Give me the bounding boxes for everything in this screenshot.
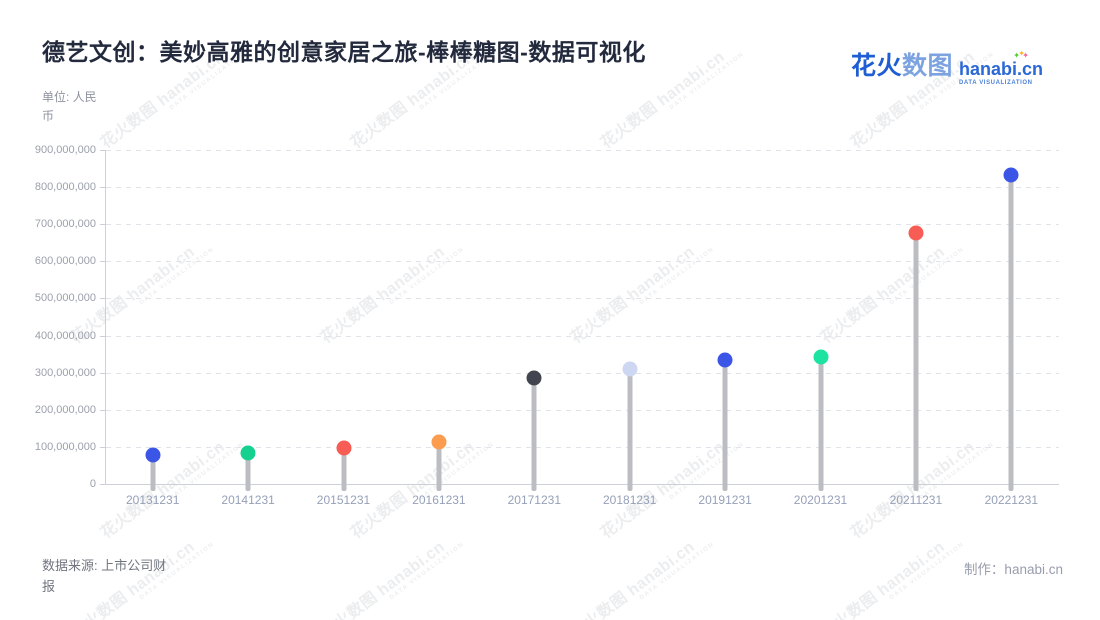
y-axis-label: 300,000,000 (34, 366, 96, 379)
lollipop-stem (818, 357, 823, 491)
x-axis-label: 20201231 (793, 493, 848, 507)
y-axis-label: 400,000,000 (34, 329, 96, 342)
x-axis-label: 20171231 (507, 493, 561, 507)
lollipop-stem (436, 441, 442, 491)
lollipop-dot[interactable] (717, 352, 733, 368)
x-axis-label: 20221231 (984, 493, 1038, 507)
grid-line (106, 224, 1059, 226)
y-axis-label: 100,000,000 (34, 440, 96, 453)
lollipop-dot[interactable] (526, 370, 542, 386)
logo-brand-cn-secondary: 数图 (901, 52, 953, 80)
grid-line (106, 372, 1059, 374)
logo-brand-cn: 花火数图 (851, 52, 953, 81)
x-axis-label: 20161231 (412, 493, 466, 507)
hanabi-logo[interactable]: 花火数图 ✦ hanabi.cn DATA VISUALIZATION (851, 49, 1043, 86)
x-axis-label: 20151231 (316, 493, 371, 507)
logo-brand-en: hanabi.cn (958, 59, 1043, 79)
lollipop-stem (150, 455, 156, 491)
y-axis-tick (100, 446, 105, 448)
credit-label: 制作：hanabi.cn (963, 562, 1063, 577)
lollipop-stem (531, 378, 537, 491)
y-axis-tick (100, 150, 105, 151)
page-title: 德艺文创：美妙高雅的创意家居之旅-棒棒糖图-数据可视化 (42, 39, 646, 65)
y-axis-line (105, 150, 106, 484)
x-axis-label: 20191231 (698, 493, 752, 507)
y-axis-label: 600,000,000 (34, 255, 96, 268)
lollipop-dot[interactable] (813, 349, 828, 365)
x-axis-label: 20131231 (125, 493, 180, 507)
y-axis-tick (100, 409, 105, 411)
y-axis-tick (100, 372, 105, 374)
y-axis-label: 500,000,000 (34, 292, 96, 305)
lollipop-dot[interactable] (145, 447, 161, 463)
firework-sparkle-icon: ✦ (1018, 49, 1025, 58)
lollipop-dot[interactable] (1003, 167, 1019, 183)
data-source-label: 数据来源: 上市公司财报 (42, 558, 167, 594)
lollipop-stem (341, 447, 346, 491)
y-axis-label: 800,000,000 (34, 181, 96, 194)
y-axis-label: 0 (89, 478, 96, 490)
grid-line (106, 261, 1059, 263)
y-axis-tick (100, 298, 105, 300)
lollipop-stem (627, 369, 633, 491)
grid-line (106, 187, 1059, 189)
y-axis-tick (100, 187, 105, 189)
lollipop-dot[interactable] (908, 225, 924, 241)
y-axis-label: 700,000,000 (34, 218, 96, 231)
logo-brand-cn-primary: 花火 (850, 52, 902, 80)
y-axis-label: 900,000,000 (34, 144, 96, 156)
x-axis-label: 20211231 (889, 493, 943, 507)
grid-line (106, 446, 1059, 448)
lollipop-dot[interactable] (622, 361, 638, 377)
y-axis-label: 200,000,000 (34, 403, 96, 416)
x-axis-label: 20181231 (602, 493, 657, 507)
logo-brand-en-block: ✦ hanabi.cn DATA VISUALIZATION (958, 49, 1043, 86)
lollipop-stem (722, 360, 728, 491)
y-axis-tick (100, 224, 105, 226)
unit-label: 单位: 人民币 (42, 90, 97, 123)
lollipop-dot[interactable] (240, 445, 256, 461)
grid-line (106, 335, 1059, 337)
lollipop-stem (1008, 174, 1014, 491)
grid-line (106, 150, 1059, 151)
lollipop-dot[interactable] (431, 434, 447, 450)
y-axis-tick (100, 335, 105, 337)
grid-line (106, 409, 1059, 411)
lollipop-stem (245, 452, 251, 491)
y-axis-tick (100, 261, 105, 263)
grid-line (106, 298, 1059, 300)
lollipop-stem (913, 233, 919, 491)
lollipop-dot[interactable] (336, 440, 351, 456)
x-axis-label: 20141231 (221, 493, 275, 507)
logo-tagline: DATA VISUALIZATION (958, 80, 1033, 86)
y-axis-tick (100, 484, 105, 485)
x-axis-line (105, 484, 1059, 485)
